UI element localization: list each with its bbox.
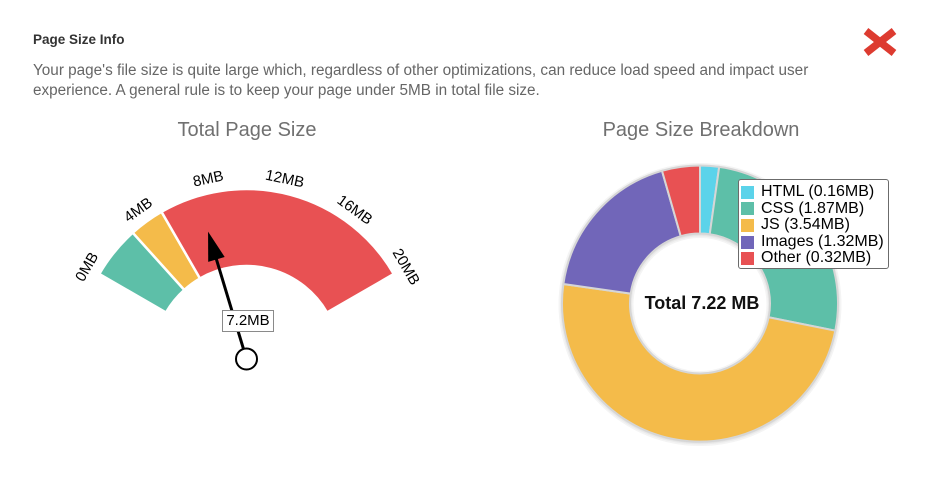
legend-swatch	[741, 185, 754, 199]
gauge-chart-title: Total Page Size	[177, 119, 317, 141]
donut-total-label: Total 7.22 MB	[644, 293, 760, 313]
legend-swatch	[741, 235, 754, 249]
legend-label: Images (1.32MB)	[761, 232, 884, 250]
legend-swatch	[741, 202, 754, 216]
donut-legend: HTML (0.16MB) CSS (1.87MB) JS (3.54MB) I…	[738, 179, 889, 269]
gauge-tick-label: 20MB	[389, 246, 423, 288]
donut-segment-other[interactable]	[660, 164, 701, 238]
legend-label: JS (3.54MB)	[761, 216, 850, 234]
dialog-title: Page Size Info	[33, 32, 125, 47]
legend-swatch	[741, 218, 754, 232]
gauge-needle	[208, 231, 245, 349]
close-button[interactable]	[860, 25, 900, 59]
legend-label: CSS (1.87MB)	[761, 199, 865, 217]
needle-arrow-icon	[208, 231, 225, 262]
legend-item-css[interactable]: CSS (1.87MB)	[741, 199, 888, 218]
legend-item-other[interactable]: Other (0.32MB)	[741, 250, 888, 267]
close-x-icon	[863, 28, 897, 56]
legend-label: Other (0.32MB)	[761, 249, 872, 267]
donut-segment-js[interactable]	[560, 282, 837, 443]
close-x-stroke	[863, 28, 897, 56]
page-size-breakdown-donut	[558, 163, 842, 446]
needle-pivot-circle	[235, 347, 258, 371]
legend-item-images[interactable]: Images (1.32MB)	[741, 232, 888, 251]
legend-item-html[interactable]: HTML (0.16MB)	[741, 183, 888, 201]
legend-label: HTML (0.16MB)	[761, 183, 875, 200]
needle-shaft	[214, 258, 245, 349]
gauge-tick-label: 8MB	[191, 167, 225, 190]
breakdown-chart-title: Page Size Breakdown	[602, 119, 800, 141]
legend-swatch	[741, 252, 754, 266]
gauge-band-2	[159, 187, 396, 315]
gauge-value-label: 7.2MB	[222, 310, 274, 332]
gauge-tick-label: 0MB	[72, 249, 102, 284]
gauge-bands	[97, 187, 396, 315]
gauge-tick-label: 12MB	[264, 167, 306, 192]
dialog-description: Your page's file size is quite large whi…	[33, 62, 809, 99]
legend-item-js[interactable]: JS (3.54MB)	[741, 217, 888, 234]
donut-segment-images[interactable]	[562, 169, 682, 295]
